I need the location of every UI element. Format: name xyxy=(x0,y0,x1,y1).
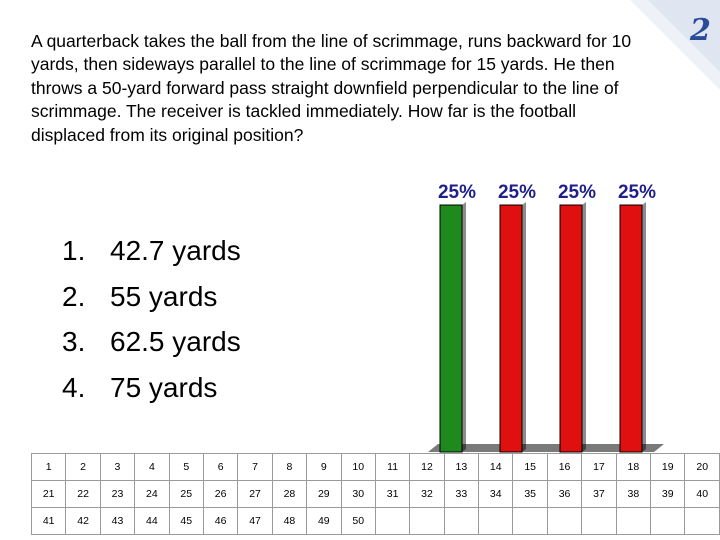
bar-3-rect xyxy=(559,204,583,453)
bar-3-percent-label: 25% xyxy=(558,182,596,203)
answer-number: 4. xyxy=(62,371,86,403)
grid-cell: 21 xyxy=(30,480,67,508)
bar-side xyxy=(642,202,646,452)
grid-cell: 25 xyxy=(168,480,204,508)
grid-cell: 17 xyxy=(581,453,617,481)
answer-text: 42.7 yards xyxy=(110,235,241,266)
grid-cell: 11 xyxy=(374,453,411,481)
grid-cell xyxy=(546,507,583,535)
logo-corner-icon: 2 xyxy=(630,0,720,90)
bar-4-percent-label: 25% xyxy=(618,182,656,203)
grid-cell xyxy=(409,507,445,535)
grid-cell: 35 xyxy=(512,480,548,508)
grid-cell: 43 xyxy=(99,507,136,535)
answer-number: 2. xyxy=(62,280,86,312)
bar-1-rect xyxy=(439,204,463,453)
grid-cell: 14 xyxy=(478,453,514,481)
grid-cell: 45 xyxy=(168,507,204,535)
answer-text: 55 yards xyxy=(110,280,218,312)
svg-text:2: 2 xyxy=(689,13,711,48)
bar-side xyxy=(462,202,466,452)
bar-2-percent-label: 25% xyxy=(498,182,536,203)
grid-cell: 32 xyxy=(409,480,445,508)
answer-number: 1. xyxy=(62,235,86,266)
grid-cell: 6 xyxy=(202,453,239,481)
grid-cell: 12 xyxy=(409,453,445,481)
grid-cell: 44 xyxy=(134,507,170,535)
grid-cell xyxy=(684,507,720,535)
grid-cell: 5 xyxy=(168,453,204,481)
answer-text: 62.5 yards xyxy=(110,326,241,357)
grid-cell: 18 xyxy=(615,453,652,481)
grid-cell: 7 xyxy=(237,453,273,481)
bar-4-rect xyxy=(619,204,643,453)
grid-cell: 46 xyxy=(202,507,239,535)
answer-list: 1. 42.7 yards 2. 55 yards 3. 62.5 yards … xyxy=(62,228,241,410)
bar-2-rect xyxy=(499,204,523,453)
grid-cell: 42 xyxy=(65,507,101,535)
grid-cell: 22 xyxy=(65,480,101,508)
grid-row: 21 22 23 24 25 26 27 28 29 30 31 32 33 34 35 36 37 38 39 40 xyxy=(30,480,720,508)
grid-cell: 29 xyxy=(306,480,342,508)
grid-cell: 33 xyxy=(443,480,480,508)
grid-cell: 20 xyxy=(684,453,720,481)
grid-cell: 34 xyxy=(478,480,514,508)
grid-row: 41 42 43 44 45 46 47 48 49 50 xyxy=(30,507,720,535)
bar-1-percent-label: 25% xyxy=(438,182,476,203)
grid-cell: 4 xyxy=(134,453,170,481)
grid-cell: 37 xyxy=(581,480,617,508)
grid-cell: 36 xyxy=(546,480,583,508)
grid-cell: 38 xyxy=(615,480,652,508)
grid-row: 1 2 3 4 5 6 7 8 9 10 11 12 13 14 15 16 17 18 19 20 xyxy=(30,453,720,481)
grid-cell: 47 xyxy=(237,507,273,535)
grid-cell: 28 xyxy=(271,480,308,508)
answer-option[interactable]: 2. 55 yards xyxy=(62,274,241,320)
grid-cell xyxy=(443,507,480,535)
grid-cell: 1 xyxy=(30,453,67,481)
grid-cell xyxy=(650,507,686,535)
bar-3: 25%3 xyxy=(558,182,596,491)
answer-option[interactable]: 3. 62.5 yards xyxy=(62,319,241,365)
grid-cell: 15 xyxy=(512,453,548,481)
grid-cell: 41 xyxy=(30,507,67,535)
grid-cell xyxy=(374,507,411,535)
grid-cell xyxy=(478,507,514,535)
question-text: A quarterback takes the ball from the li… xyxy=(31,31,632,145)
grid-cell: 16 xyxy=(546,453,583,481)
grid-cell: 9 xyxy=(306,453,342,481)
bar-2: 25%2 xyxy=(498,182,536,491)
grid-cell: 10 xyxy=(340,453,376,481)
grid-cell: 26 xyxy=(202,480,239,508)
grid-cell xyxy=(581,507,617,535)
answer-option[interactable]: 4. 75 yards xyxy=(62,365,241,411)
answer-option[interactable]: 1. 42.7 yards xyxy=(62,228,241,274)
grid-cell xyxy=(615,507,652,535)
response-grid: 1 2 3 4 5 6 7 8 9 10 11 12 13 14 15 16 17 18 19 20 21 22 23 24 2… xyxy=(30,453,720,535)
bar-side xyxy=(522,202,526,452)
grid-cell: 27 xyxy=(237,480,273,508)
grid-cell: 40 xyxy=(684,480,720,508)
grid-cell: 23 xyxy=(99,480,136,508)
answer-text: 75 yards xyxy=(110,371,218,403)
grid-cell: 49 xyxy=(306,507,342,535)
chart-floor xyxy=(428,444,664,452)
bar-side xyxy=(582,202,586,452)
grid-cell: 48 xyxy=(271,507,308,535)
grid-cell: 31 xyxy=(374,480,411,508)
bar-4: 25%4 xyxy=(618,182,656,491)
grid-cell: 39 xyxy=(650,480,686,508)
grid-cell: 2 xyxy=(65,453,101,481)
answer-number: 3. xyxy=(62,326,86,357)
grid-cell: 8 xyxy=(271,453,308,481)
grid-cell: 30 xyxy=(340,480,376,508)
grid-cell: 19 xyxy=(650,453,686,481)
grid-cell xyxy=(512,507,548,535)
grid-cell: 13 xyxy=(443,453,480,481)
grid-cell: 24 xyxy=(134,480,170,508)
grid-cell: 50 xyxy=(340,507,376,535)
response-bar-chart: 25%125%225%325%4 xyxy=(428,182,664,491)
grid-cell: 3 xyxy=(99,453,136,481)
